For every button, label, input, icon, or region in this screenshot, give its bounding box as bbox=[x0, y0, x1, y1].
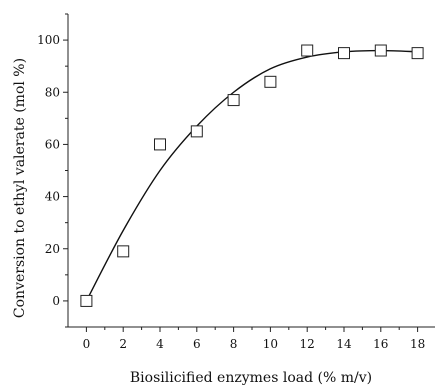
x-tick-label: 8 bbox=[230, 337, 238, 351]
y-tick-label: 40 bbox=[45, 190, 60, 204]
x-tick-label: 0 bbox=[83, 337, 91, 351]
y-tick-label: 20 bbox=[45, 242, 60, 256]
data-point bbox=[227, 94, 240, 107]
data-point bbox=[264, 75, 277, 88]
data-point bbox=[154, 138, 166, 151]
x-tick-label: 6 bbox=[193, 337, 201, 351]
x-tick-label: 18 bbox=[410, 337, 425, 351]
data-point bbox=[80, 294, 93, 307]
axes bbox=[67, 14, 435, 328]
data-point bbox=[374, 44, 387, 57]
data-point bbox=[117, 245, 130, 258]
y-tick-label: 60 bbox=[45, 137, 60, 151]
x-tick-label: 4 bbox=[156, 337, 164, 351]
x-tick-label: 16 bbox=[373, 337, 388, 351]
y-axis-ticks: 0 20 40 60 80 100 bbox=[37, 13, 68, 328]
x-tick-label: 2 bbox=[119, 337, 127, 351]
x-tick-label: 12 bbox=[300, 337, 315, 351]
y-tick-label: 100 bbox=[37, 33, 60, 47]
data-point bbox=[411, 47, 424, 60]
data-point bbox=[301, 44, 314, 57]
fit-curve bbox=[85, 49, 418, 302]
y-axis-title: Conversion to ethyl valerate (mol %) bbox=[12, 58, 28, 318]
data-points bbox=[80, 44, 424, 307]
data-point bbox=[190, 125, 203, 138]
data-point bbox=[338, 47, 350, 60]
y-tick-label: 80 bbox=[45, 85, 60, 99]
x-axis-ticks: 0 2 4 6 8 10 12 14 16 18 bbox=[83, 327, 425, 351]
x-tick-label: 14 bbox=[336, 337, 352, 351]
y-tick-label: 0 bbox=[52, 294, 60, 308]
x-axis-title: Biosilicified enzymes load (% m/v) bbox=[130, 370, 372, 386]
x-tick-label: 10 bbox=[263, 337, 278, 351]
